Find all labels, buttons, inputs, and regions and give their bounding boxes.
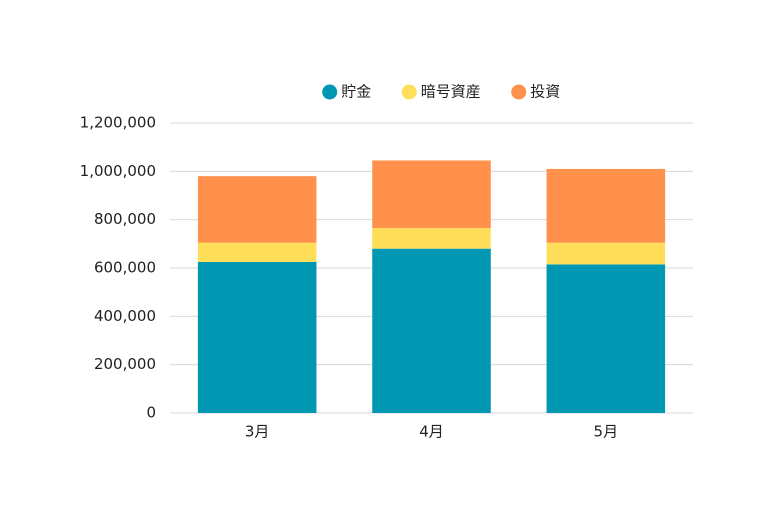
y-tick-label: 1,200,000 [80,114,156,132]
bar-segment [372,228,491,249]
bar-segment [197,176,317,243]
x-tick-label: 3月 [245,423,270,441]
bar-segment [546,264,666,413]
bar-segment [372,160,491,229]
y-tick-label: 1,000,000 [80,162,156,180]
y-tick-label: 400,000 [94,307,156,325]
legend-marker [401,84,417,100]
legend-marker [322,84,338,100]
y-tick-label: 200,000 [94,355,156,373]
legend-label: 貯金 [341,83,371,101]
x-tick-label: 4月 [419,423,444,441]
y-tick-label: 0 [146,404,156,422]
bar-segment [546,242,666,265]
bar-segment [197,242,317,262]
y-tick-label: 600,000 [94,259,156,277]
bar-segment [197,261,317,413]
legend-label: 投資 [530,83,560,101]
x-tick-label: 5月 [594,423,619,441]
legend-label: 暗号資産 [421,83,481,101]
bar-segment [372,248,491,413]
legend-marker [511,84,527,100]
y-tick-label: 800,000 [94,210,156,228]
bar-segment [546,168,666,243]
